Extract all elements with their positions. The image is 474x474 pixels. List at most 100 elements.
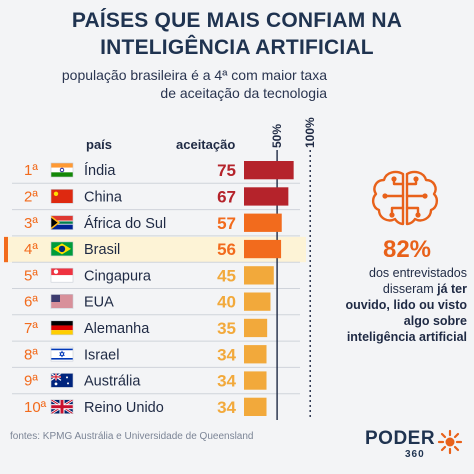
chart-title-line-2: INTELIGÊNCIA ARTIFICIAL xyxy=(100,36,374,59)
flag-part xyxy=(51,222,73,230)
flag-part xyxy=(51,330,73,335)
rank-label: 4ª xyxy=(24,241,38,258)
flag-part xyxy=(51,347,73,362)
value-label: 45 xyxy=(217,266,236,285)
flag-usa-icon xyxy=(50,294,74,309)
flag-border xyxy=(50,320,74,336)
highlight-line-1: dos entrevistados xyxy=(369,266,467,280)
value-label: 35 xyxy=(217,319,236,338)
flag-part xyxy=(51,296,73,298)
flag-border xyxy=(50,294,74,309)
flag-china-icon xyxy=(50,189,74,204)
sun-logo-icon xyxy=(437,429,463,455)
flag-part xyxy=(51,294,73,296)
highlight-line-3: ouvido, lido ou visto xyxy=(345,298,467,312)
flag-part xyxy=(51,303,73,305)
poder360-logo: PODER 360 xyxy=(365,427,465,461)
flag-part xyxy=(51,376,61,378)
flag-part xyxy=(51,215,73,223)
subtitle-line-1: população brasileira é a 4ª com maior ta… xyxy=(61,67,327,83)
axis-mark-100: 100% xyxy=(303,117,317,148)
bar xyxy=(244,187,289,206)
flag-part xyxy=(51,298,73,300)
rank-label: 6ª xyxy=(24,294,38,311)
source-note: fontes: KPMG Austrália e Universidade de… xyxy=(10,431,254,442)
country-label: Israel xyxy=(84,347,119,363)
flag-part xyxy=(51,301,73,303)
flag-part xyxy=(51,302,73,304)
flag-germany-icon xyxy=(50,320,74,336)
highlight-line-2-bold: já ter xyxy=(437,282,467,296)
flag-part xyxy=(51,325,73,331)
flag-part xyxy=(51,304,73,306)
axis-mark-50: 50% xyxy=(270,124,284,148)
flag-part xyxy=(53,191,59,196)
country-label: EUA xyxy=(84,295,114,311)
country-label: Alemanha xyxy=(84,321,150,337)
bar xyxy=(244,318,268,338)
flag-part xyxy=(51,189,73,204)
country-label: Austrália xyxy=(84,374,141,390)
flag-part xyxy=(51,163,73,168)
rank-label: 10ª xyxy=(24,399,47,416)
flag-south-africa-icon xyxy=(50,215,74,230)
bar xyxy=(244,292,271,311)
flag-part xyxy=(51,167,73,173)
flag-part xyxy=(51,297,73,299)
bar xyxy=(244,161,294,180)
value-label: 34 xyxy=(217,398,236,417)
country-label: Cingapura xyxy=(84,268,152,284)
flag-part xyxy=(51,306,73,308)
value-label: 40 xyxy=(217,293,236,312)
value-label: 57 xyxy=(217,214,236,233)
flag-part xyxy=(51,307,73,309)
flag-border xyxy=(50,346,74,362)
bar xyxy=(244,371,267,390)
flag-border xyxy=(50,241,74,257)
country-label: China xyxy=(84,189,123,205)
flag-part xyxy=(51,358,73,360)
flag-border xyxy=(50,267,74,283)
rank-label: 7ª xyxy=(24,320,38,337)
bar xyxy=(244,266,274,285)
flag-border xyxy=(50,162,74,178)
flag-part xyxy=(51,217,58,228)
flag-singapore-icon xyxy=(50,267,74,283)
column-header-country: país xyxy=(86,137,113,152)
highlight-description: dos entrevistados disseram já ter ouvido… xyxy=(325,265,467,345)
flag-part xyxy=(54,382,58,386)
flag-part xyxy=(51,268,73,276)
flag-border xyxy=(50,189,74,204)
rank-label: 3ª xyxy=(24,215,38,232)
flag-part xyxy=(67,382,69,385)
flag-part xyxy=(51,172,73,177)
column-header-acceptance: aceitação xyxy=(176,137,236,152)
bar xyxy=(244,345,267,364)
flag-part xyxy=(51,320,73,326)
flag-part xyxy=(51,275,73,283)
value-label: 75 xyxy=(217,161,236,180)
flag-part xyxy=(58,245,66,253)
flag-brazil-icon xyxy=(50,241,74,257)
flag-india-icon xyxy=(50,162,74,178)
flag-part xyxy=(59,167,65,173)
rank-label: 1ª xyxy=(24,162,38,179)
flag-uk-icon xyxy=(50,398,74,415)
country-label: Índia xyxy=(84,162,116,179)
country-label: Reino Unido xyxy=(84,400,164,416)
flag-part xyxy=(51,300,73,302)
flag-australia-icon xyxy=(50,372,74,388)
flag-part xyxy=(51,221,73,224)
flag-part xyxy=(51,294,60,302)
value-label: 34 xyxy=(217,372,236,391)
highlight-line-5: inteligência artificial xyxy=(346,330,467,344)
brain-circuit-icon xyxy=(371,170,439,226)
bar xyxy=(244,397,267,416)
flag-part xyxy=(59,352,65,358)
highlight-line-4: algo sobre xyxy=(403,314,467,328)
value-label: 67 xyxy=(217,187,236,206)
flag-part xyxy=(51,295,73,297)
bar xyxy=(244,213,282,232)
flag-border xyxy=(50,399,74,415)
